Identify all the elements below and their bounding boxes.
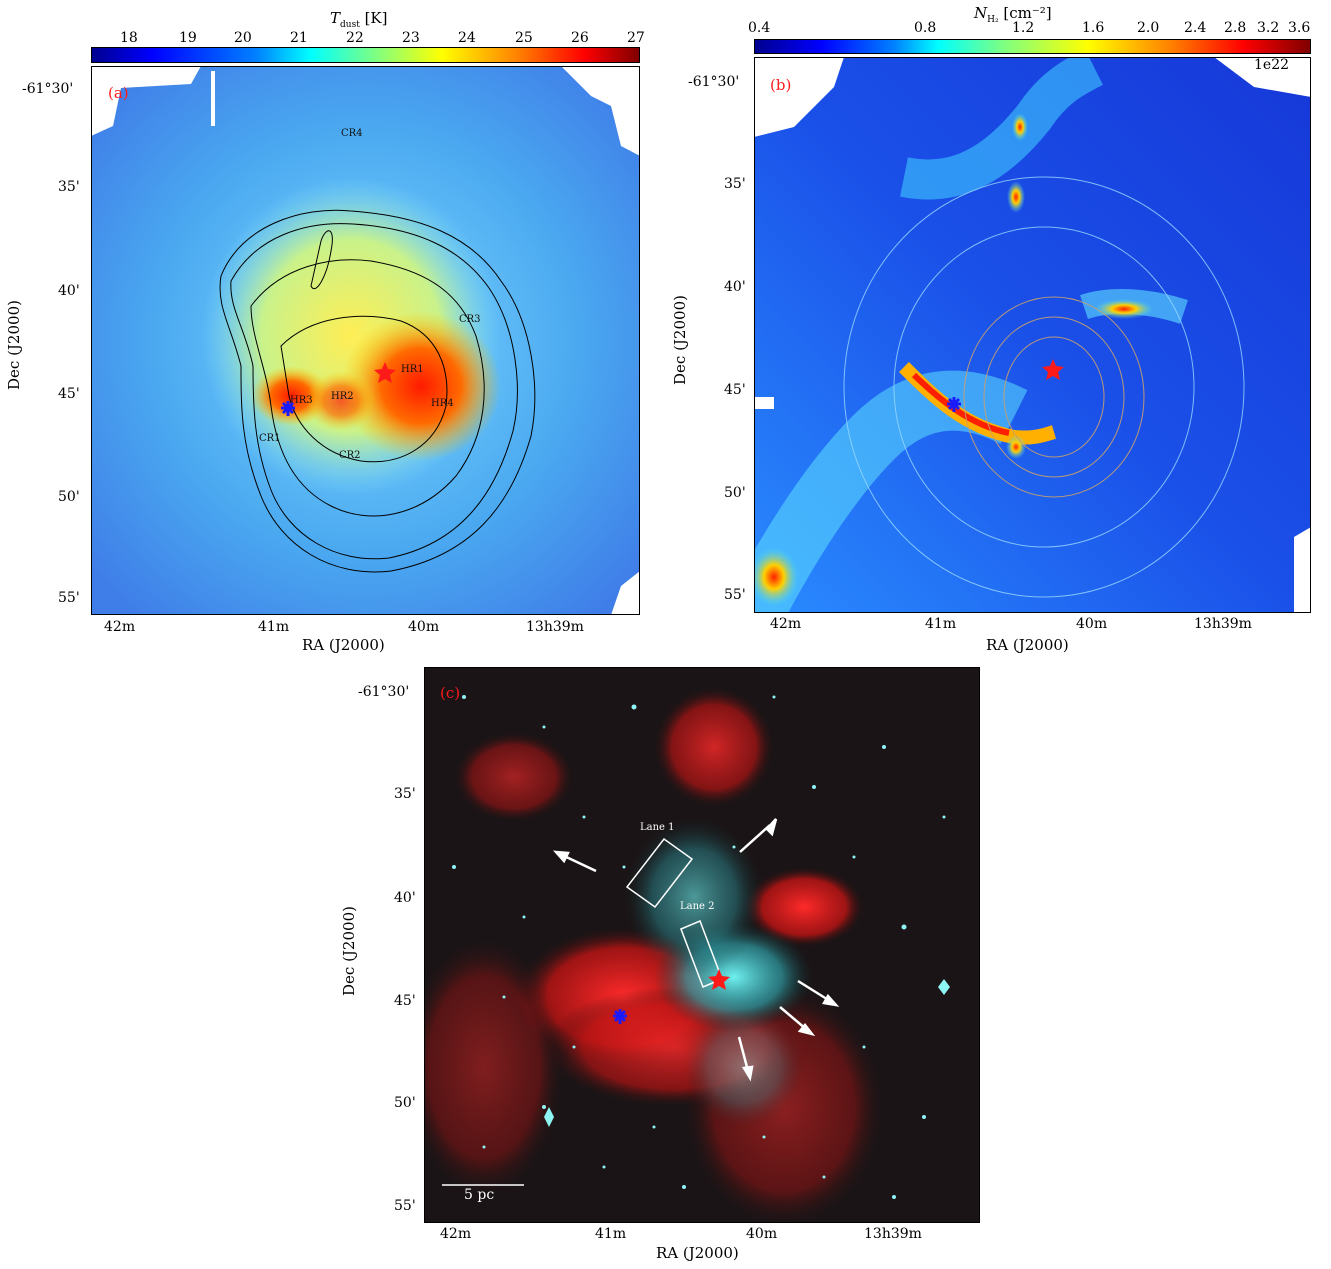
xlabel-c: RA (J2000) — [656, 1244, 739, 1262]
xtick-a-1: 41m — [258, 619, 290, 635]
label-cr3: CR3 — [459, 314, 481, 325]
xtick-c-0: 42m — [440, 1226, 472, 1242]
xtick-b-2: 40m — [1076, 616, 1108, 632]
ylabel-a: Dec (J2000) — [5, 300, 23, 390]
xtick-a-2: 40m — [408, 619, 440, 635]
ytick-a-0: -61°30' — [22, 81, 74, 97]
label-hr2: HR2 — [331, 391, 354, 402]
xtick-c-2: 40m — [746, 1226, 778, 1242]
composite-image — [424, 667, 980, 1223]
ytick-c-4: 50' — [394, 1095, 416, 1111]
ytick-a-4: 50' — [58, 489, 80, 505]
colorbar-b — [754, 39, 1311, 54]
ytick-c-3: 45' — [394, 993, 416, 1009]
panel-tag-b: (b) — [770, 76, 792, 94]
blue-star-marker-b — [947, 397, 961, 412]
panel-b: NH₂ [cm⁻²] 0.4 0.8 1.2 1.6 2.0 2.4 2.8 3… — [660, 0, 1331, 660]
colorbar-title-b: NH₂ [cm⁻²] — [974, 4, 1052, 25]
ytick-b-2: 40' — [724, 279, 746, 295]
panel-tag-c: (c) — [440, 684, 461, 702]
ytick-b-3: 45' — [724, 382, 746, 398]
label-cr4: CR4 — [341, 128, 363, 139]
ytick-c-0: -61°30' — [358, 684, 410, 700]
panel-c: (c) Lane 1 Lane 2 5 pc -61°30' 35' 40' 4… — [320, 660, 1000, 1269]
colorbar-ticks-a: 18 19 20 21 22 23 24 25 26 27 — [120, 30, 645, 46]
xtick-c-1: 41m — [595, 1226, 627, 1242]
ytick-c-5: 55' — [394, 1198, 416, 1214]
red-star-marker — [374, 362, 396, 383]
colorbar-title-a: Tdust [K] — [330, 9, 388, 30]
label-hr3: HR3 — [290, 395, 313, 406]
lane1-label: Lane 1 — [640, 822, 675, 833]
blue-star-marker — [281, 401, 295, 416]
ytick-a-1: 35' — [58, 179, 80, 195]
xtick-b-1: 41m — [925, 616, 957, 632]
xtick-b-3: 13h39m — [1194, 616, 1252, 632]
xlabel-a: RA (J2000) — [302, 636, 385, 654]
xtick-a-3: 13h39m — [526, 619, 584, 635]
ylabel-c: Dec (J2000) — [340, 906, 358, 996]
ytick-b-4: 50' — [724, 485, 746, 501]
colorbar-a — [91, 47, 640, 63]
xtick-a-0: 42m — [104, 619, 136, 635]
panel-a: Tdust [K] 18 19 20 21 22 23 24 25 26 27 — [0, 0, 660, 660]
map-frame-a — [91, 66, 640, 615]
blue-star-marker-c — [613, 1009, 627, 1024]
ytick-a-5: 55' — [58, 590, 80, 606]
label-hr1: HR1 — [401, 364, 424, 375]
red-star-marker-c — [708, 969, 730, 990]
lane1-box — [625, 837, 694, 909]
ytick-c-1: 35' — [394, 786, 416, 802]
lane2-label: Lane 2 — [680, 901, 715, 912]
map-frame-b — [754, 57, 1311, 613]
map-frame-c — [424, 667, 980, 1223]
ytick-a-2: 40' — [58, 283, 80, 299]
ytick-b-1: 35' — [724, 176, 746, 192]
ytick-a-3: 45' — [58, 386, 80, 402]
red-star-marker-b — [1042, 359, 1064, 380]
colorbar-ticks-b: 0.4 0.8 1.2 1.6 2.0 2.4 2.8 3.2 3.6 — [748, 20, 1311, 36]
column-density-map: 1e22 — [754, 57, 1311, 613]
ytick-b-5: 55' — [724, 587, 746, 603]
colorbar-multiplier: 1e22 — [1254, 57, 1289, 73]
xtick-b-0: 42m — [770, 616, 802, 632]
ytick-c-2: 40' — [394, 890, 416, 906]
panel-tag-a: (a) — [108, 84, 129, 102]
temperature-map: CR4 CR3 HR1 HR2 HR3 HR4 CR1 CR2 — [91, 66, 640, 615]
xlabel-b: RA (J2000) — [986, 636, 1069, 654]
label-hr4: HR4 — [431, 398, 454, 409]
ytick-b-0: -61°30' — [688, 74, 740, 90]
label-cr1: CR1 — [259, 433, 281, 444]
label-cr2: CR2 — [339, 450, 361, 461]
xtick-c-3: 13h39m — [864, 1226, 922, 1242]
scale-bar-label: 5 pc — [464, 1187, 495, 1203]
ylabel-b: Dec (J2000) — [671, 295, 689, 385]
